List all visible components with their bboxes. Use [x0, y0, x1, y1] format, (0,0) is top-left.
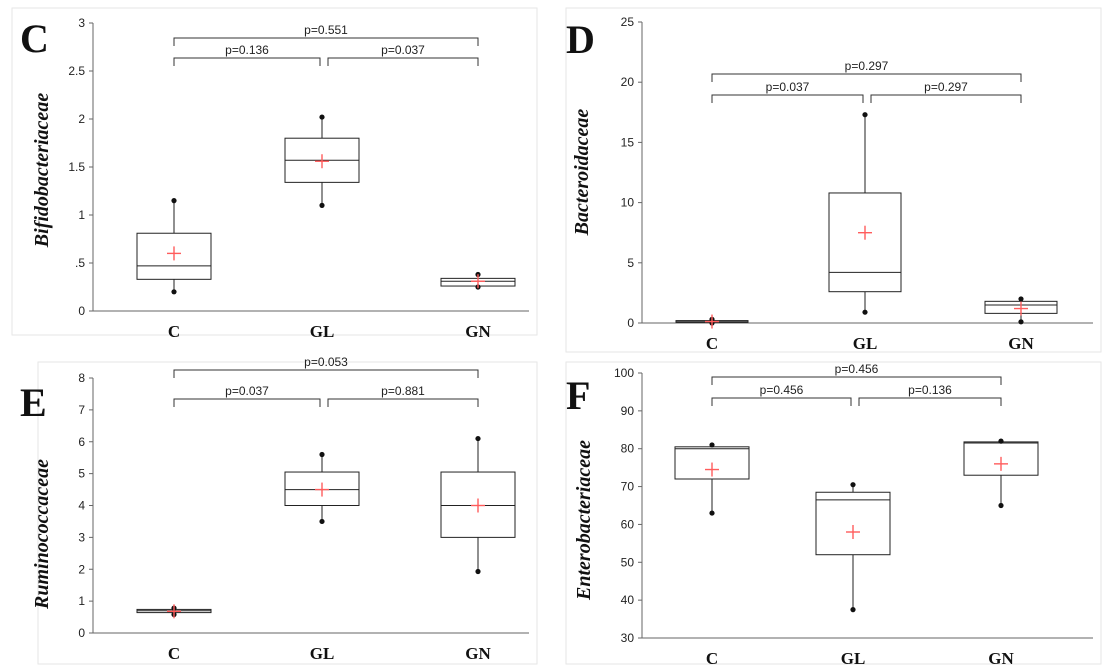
panel-e-gn-max-point: [475, 435, 481, 442]
panel-f-p-value-label: p=0.456: [760, 383, 804, 397]
panel-e-comparison-bracket: [173, 369, 479, 378]
panel-d-letter: D: [566, 17, 595, 62]
panel-c-y-tick-label: 3: [78, 16, 85, 30]
panel-c-c-min-point: [171, 289, 177, 295]
panel-c-gn-category-label: GN: [465, 322, 491, 341]
panel-d-y-tick-label: 15: [621, 135, 635, 149]
panel-f-gn-min-point: [998, 502, 1004, 509]
panel-e-y-tick-label: 6: [78, 435, 85, 449]
panel-c-y-tick-label: .5: [75, 256, 85, 270]
panel-c-comparison-bracket: [327, 57, 479, 66]
panel-d-p-value-label: p=0.297: [845, 59, 889, 73]
panel-e-p-value-label: p=0.053: [304, 355, 348, 369]
panel-d-y-axis-label: Bacteroidaceae: [571, 109, 593, 237]
panel-f-y-tick-label: 40: [621, 593, 635, 607]
panel-c-y-tick-label: 0: [78, 304, 85, 318]
panel-f-c-min-point: [709, 510, 715, 516]
panel-c-gl-max-point: [319, 114, 325, 120]
panel-d-y-tick-label: 0: [627, 316, 634, 330]
panel-c-p-value-label: p=0.136: [225, 43, 269, 57]
panel-d-gn-min-point: [1018, 319, 1024, 325]
panel-c-y-tick-label: 2.5: [68, 64, 85, 78]
panel-c-p-value-label: p=0.037: [381, 43, 425, 57]
panel-e-c-category-label: C: [168, 644, 180, 663]
panel-f-y-axis-label: Enterobacteriaceae: [573, 440, 595, 601]
panel-f-gl-box: [815, 491, 891, 556]
panel-f-y-tick-label: 70: [621, 480, 635, 494]
panel-d-gn-category-label: GN: [1008, 334, 1034, 353]
panel-e-p-value-label: p=0.881: [381, 384, 425, 398]
panel-d-gl-box: [828, 192, 902, 293]
panel-c-comparison-bracket: [173, 37, 479, 46]
panel-c-frame: [11, 7, 538, 336]
panel-e-y-tick-label: 0: [78, 626, 85, 640]
panel-e-frame: [37, 361, 538, 665]
panel-d-y-tick-label: 10: [621, 196, 635, 210]
panel-f-y-tick-label: 50: [621, 555, 635, 569]
panel-c-p-value-label: p=0.551: [304, 23, 348, 37]
panel-d-y-tick-label: 25: [621, 15, 635, 29]
panel-f-comparison-bracket: [711, 397, 852, 406]
panel-f-comparison-bracket: [858, 397, 1002, 406]
panel-f-letter: F: [566, 373, 590, 418]
panel-f-y-tick-label: 60: [621, 517, 635, 531]
panel-f-y-tick-label: 30: [621, 631, 635, 645]
panel-d-gn-max-point: [1018, 296, 1024, 302]
panel-f-y-tick-label: 80: [621, 442, 635, 456]
panel-e-gl-category-label: GL: [310, 644, 335, 663]
panel-f-comparison-bracket: [711, 376, 1002, 385]
panel-e-y-tick-label: 2: [78, 562, 85, 576]
panel-f-c-category-label: C: [706, 649, 718, 667]
panel-d-comparison-bracket: [711, 94, 864, 103]
panel-c-y-tick-label: 1.5: [68, 160, 85, 174]
panel-e-y-tick-label: 8: [78, 371, 85, 385]
panel-c-letter: C: [20, 16, 49, 61]
panel-f-p-value-label: p=0.136: [908, 383, 952, 397]
panel-d-p-value-label: p=0.297: [924, 80, 968, 94]
panel-d-gl-category-label: GL: [853, 334, 878, 353]
panel-e-y-tick-label: 3: [78, 530, 85, 544]
panel-f-y-tick-label: 90: [621, 404, 635, 418]
panel-d-comparison-bracket: [870, 94, 1022, 103]
panel-f-c-max-point: [709, 442, 715, 448]
panel-f-gn-category-label: GN: [988, 649, 1014, 667]
panel-e-comparison-bracket: [173, 398, 321, 407]
panel-d-c-category-label: C: [706, 334, 718, 353]
panel-d-y-tick-label: 20: [621, 75, 635, 89]
panel-c-c-max-point: [171, 198, 177, 204]
panel-f-gl-min-point: [850, 607, 856, 613]
panel-e-y-tick-label: 5: [78, 467, 85, 481]
panel-c-y-tick-label: 1: [78, 208, 85, 222]
panel-c-comparison-bracket: [173, 57, 321, 66]
panel-f-frame: [565, 361, 1102, 665]
panel-e-gl-max-point: [319, 451, 325, 458]
panel-c-gl-min-point: [319, 202, 325, 208]
panel-d-comparison-bracket: [711, 73, 1022, 82]
panel-e-y-axis-label: Ruminococcaceae: [31, 459, 53, 610]
panel-e-p-value-label: p=0.037: [225, 384, 269, 398]
panel-e-gn-category-label: GN: [465, 644, 491, 663]
panel-d-y-tick-label: 5: [627, 256, 634, 270]
panel-d-frame: [565, 7, 1102, 353]
panel-e-comparison-bracket: [327, 398, 479, 407]
panel-f-gl-category-label: GL: [841, 649, 866, 667]
panel-c-c-category-label: C: [168, 322, 180, 341]
panel-c-y-axis-label: Bifidobacteriaceae: [31, 93, 53, 249]
panel-e-y-tick-label: 1: [78, 594, 85, 608]
panel-e-letter: E: [20, 380, 47, 425]
panel-f-gn-max-point: [998, 438, 1004, 444]
panel-f-gl-max-point: [850, 482, 856, 488]
panel-c-y-tick-label: 2: [78, 112, 85, 126]
panel-d-p-value-label: p=0.037: [766, 80, 810, 94]
panel-d-gl-min-point: [862, 309, 868, 315]
panel-c-gl-category-label: GL: [310, 322, 335, 341]
panel-d-gl-max-point: [862, 112, 868, 118]
panel-f-p-value-label: p=0.456: [835, 362, 879, 376]
panel-e-gl-min-point: [319, 518, 325, 525]
panel-f-y-tick-label: 100: [614, 366, 634, 380]
panel-e-y-tick-label: 4: [78, 499, 85, 513]
panel-e-y-tick-label: 7: [78, 403, 85, 417]
panel-e-gn-min-point: [475, 568, 481, 575]
